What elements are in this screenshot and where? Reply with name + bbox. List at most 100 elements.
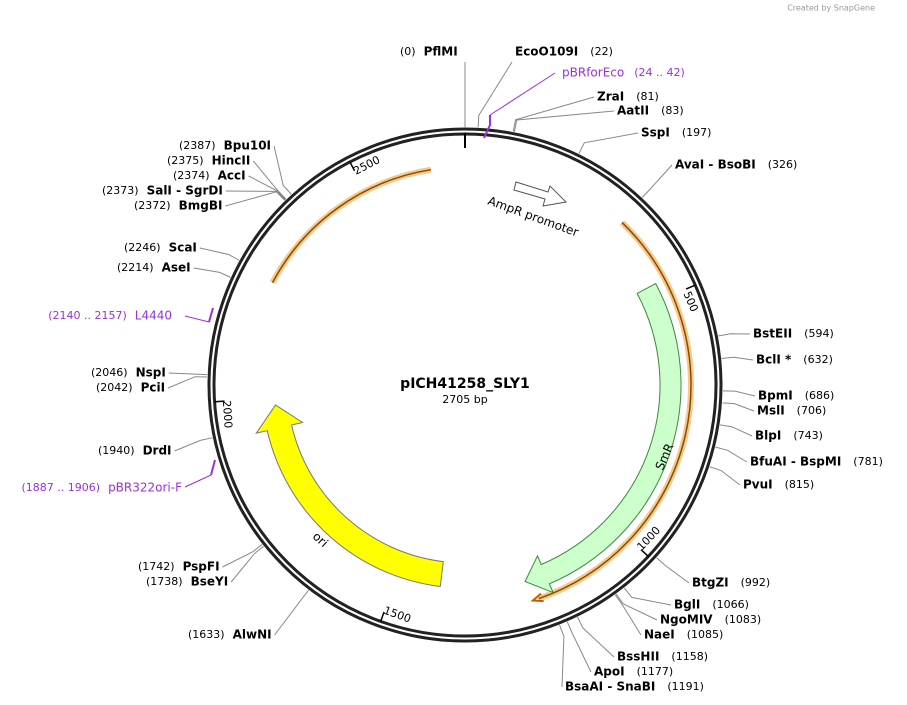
site-position: (81) <box>636 90 659 103</box>
site-position: (2374) <box>173 169 210 182</box>
site-position: (83) <box>661 104 684 117</box>
site-leader <box>252 160 287 200</box>
site-name: NgoMIV <box>660 613 713 627</box>
binding-arc <box>538 221 692 600</box>
site-name: BtgZI <box>692 576 729 590</box>
site-name: SalI - SgrDI <box>147 184 223 198</box>
site-name: BssHII <box>617 650 659 664</box>
site-leader <box>512 96 595 132</box>
site-position: (743) <box>793 429 823 442</box>
site-leader <box>623 587 672 606</box>
site-name: SspI <box>641 126 670 140</box>
site-position: (197) <box>682 126 712 139</box>
site-name: BseYI <box>191 575 229 589</box>
tick-mark <box>379 611 385 622</box>
primer-mark <box>483 115 491 139</box>
primer-range: (1887 .. 1906) <box>22 481 101 494</box>
primer-name: L4440 <box>135 309 172 323</box>
site-leader <box>477 61 513 128</box>
site-name: BsaAI - SnaBI <box>565 680 655 694</box>
binding-arc-glow <box>269 166 432 285</box>
plasmid-name: pICH41258_SLY1 <box>400 376 530 392</box>
site-position: (686) <box>805 389 835 402</box>
feature-smr <box>524 282 682 594</box>
site-position: (632) <box>803 353 833 366</box>
primer-leader <box>184 474 212 488</box>
tick-label: 2500 <box>351 153 382 177</box>
site-leader <box>225 191 286 207</box>
site-position: (1940) <box>98 444 135 457</box>
site-leader <box>225 190 286 201</box>
site-name: MslI <box>757 404 785 418</box>
site-position: (1738) <box>146 575 183 588</box>
feature-ori <box>255 404 444 588</box>
site-name: EcoO109I <box>515 45 578 59</box>
site-leader <box>559 624 565 688</box>
site-leader <box>273 145 292 195</box>
site-position: (326) <box>768 158 798 171</box>
site-name: ScaI <box>169 241 197 255</box>
site-position: (2042) <box>96 381 133 394</box>
tick-mark <box>640 549 649 558</box>
site-position: (1191) <box>667 680 704 693</box>
site-leader <box>715 446 748 463</box>
site-name: BclI * <box>756 353 792 367</box>
site-leader <box>722 402 755 412</box>
site-position: (2373) <box>102 184 139 197</box>
primer-mark <box>208 307 214 323</box>
site-position: (815) <box>785 478 815 491</box>
site-name: AvaI - BsoBI <box>675 158 756 172</box>
site-leader <box>174 437 213 452</box>
site-position: (1083) <box>725 613 762 626</box>
feature-label: AmpR promoter <box>486 194 580 240</box>
site-position: (2375) <box>167 154 204 167</box>
site-position: (1633) <box>188 628 225 641</box>
site-name: BmgBI <box>179 199 223 213</box>
primer-name: pBRforEco <box>562 66 624 80</box>
site-position: (1158) <box>671 650 708 663</box>
primer-range: (24 .. 42) <box>634 66 685 79</box>
site-leader <box>718 333 751 337</box>
site-name: BglI <box>674 598 700 612</box>
site-position: (2046) <box>91 366 128 379</box>
site-name: PciI <box>141 381 166 395</box>
site-name: AseI <box>162 261 191 275</box>
site-position: (992) <box>741 576 771 589</box>
site-leader <box>168 372 208 376</box>
site-name: PflMI <box>424 45 458 59</box>
site-position: (594) <box>804 327 834 340</box>
site-leader <box>199 247 240 261</box>
site-name: PspFI <box>183 560 220 574</box>
primer-leader <box>489 72 556 116</box>
site-position: (1742) <box>138 560 175 573</box>
feature-ampr-promoter <box>513 181 568 207</box>
site-leader <box>615 593 658 621</box>
site-position: (22) <box>590 45 613 58</box>
site-leader <box>513 110 615 132</box>
site-leader <box>578 132 639 154</box>
site-position: (1066) <box>712 598 749 611</box>
site-position: (1177) <box>637 665 674 678</box>
site-leader <box>222 544 263 568</box>
site-name: BpmI <box>758 389 793 403</box>
site-name: AlwNI <box>233 628 272 642</box>
site-leader <box>230 545 264 583</box>
site-position: (2214) <box>117 261 154 274</box>
site-leader <box>193 267 231 278</box>
tick-label: 2000 <box>220 400 235 429</box>
site-leader <box>722 390 756 397</box>
site-leader <box>577 616 615 658</box>
primer-range: (2140 .. 2157) <box>48 309 127 322</box>
site-position: (2246) <box>124 241 161 254</box>
site-name: PvuI <box>743 478 773 492</box>
site-name: NspI <box>136 366 166 380</box>
backbone-outer <box>207 127 723 643</box>
primer-leader <box>184 315 210 323</box>
site-leader <box>656 557 690 584</box>
site-position: (2387) <box>179 139 216 152</box>
plasmid-length: 2705 bp <box>442 393 487 406</box>
site-position: (706) <box>797 404 827 417</box>
site-position: (781) <box>853 455 883 468</box>
watermark: Created by SnapGene <box>787 4 875 13</box>
